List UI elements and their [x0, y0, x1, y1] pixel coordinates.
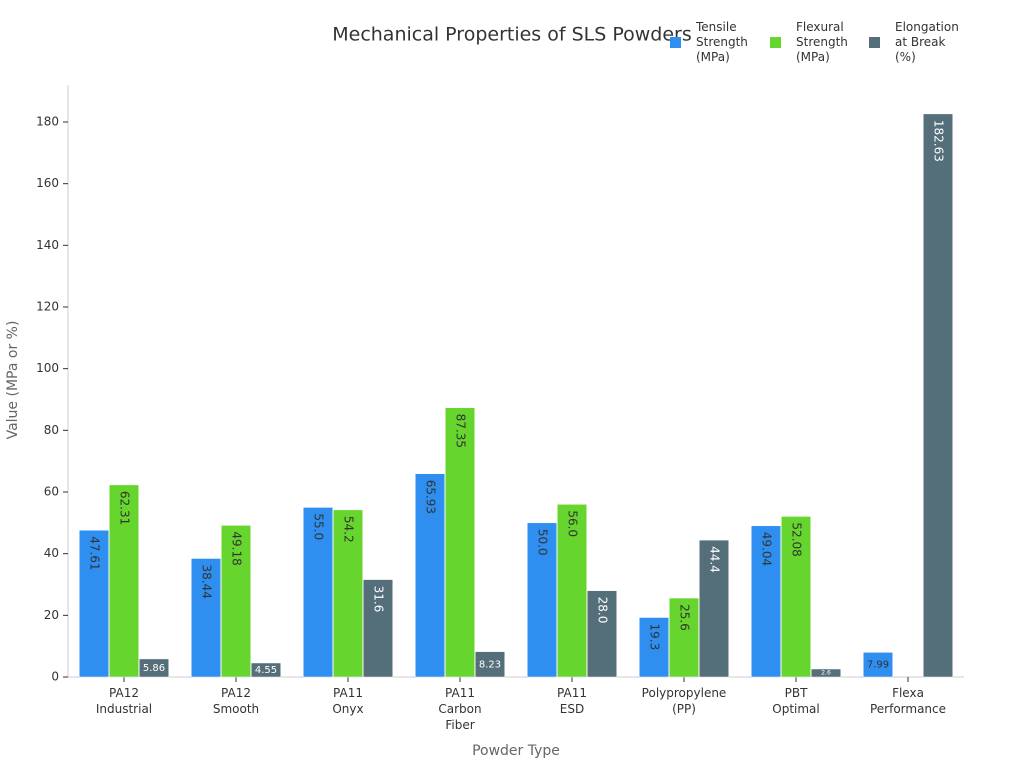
value-label: 56.0 [566, 510, 580, 537]
value-label: 25.6 [678, 604, 692, 631]
y-tick-label: 140 [36, 238, 59, 252]
value-label: 19.3 [648, 623, 662, 650]
bar [191, 558, 221, 678]
bar [863, 652, 893, 678]
x-tick-label: PA11 Carbon Fiber [438, 686, 481, 732]
bar [811, 668, 841, 678]
bar [333, 509, 363, 678]
value-label: 62.31 [118, 491, 132, 525]
y-tick-label: 40 [44, 546, 59, 560]
bar [557, 504, 587, 678]
value-label: 49.04 [760, 532, 774, 566]
x-tick-label: PA12 Smooth [213, 686, 259, 716]
x-axis-label: Powder Type [472, 743, 560, 759]
bar [639, 617, 669, 678]
bar [587, 590, 617, 678]
bar [751, 525, 781, 678]
value-label: 52.08 [790, 522, 804, 556]
y-tick-label: 160 [36, 176, 59, 190]
value-label: 50.0 [536, 529, 550, 556]
legend-label: Tensile Strength (MPa) [695, 20, 748, 64]
x-tick-label: PA11 Onyx [332, 686, 363, 716]
bar [669, 597, 699, 678]
bar [445, 407, 475, 678]
y-tick-label: 80 [44, 423, 59, 437]
value-label: 2.6 [821, 669, 831, 676]
value-label: 8.23 [479, 659, 501, 670]
legend-label: Elongation at Break (%) [895, 20, 959, 64]
bar [79, 529, 109, 678]
x-tick-label: Flexa Performance [870, 686, 946, 716]
x-tick-label: Polypropylene (PP) [642, 686, 727, 716]
value-label: 28.0 [596, 597, 610, 624]
bar [363, 579, 393, 678]
bar [109, 484, 139, 678]
legend-swatch [770, 37, 781, 48]
legend-swatch [670, 37, 681, 48]
bar [923, 113, 953, 678]
y-tick-label: 60 [44, 485, 59, 499]
value-label: 31.6 [372, 586, 386, 613]
y-tick-label: 20 [44, 608, 59, 622]
value-label: 49.18 [230, 531, 244, 565]
legend-label: Flexural Strength (MPa) [796, 20, 848, 64]
value-label: 7.99 [867, 660, 889, 671]
value-label: 55.0 [312, 513, 326, 540]
x-tick-label: PBT Optimal [772, 686, 819, 716]
value-label: 5.86 [143, 663, 165, 674]
bar [475, 651, 505, 678]
bar [303, 507, 333, 678]
bar [221, 525, 251, 678]
value-label: 182.63 [932, 120, 946, 162]
y-axis-label: Value (MPa or %) [5, 321, 21, 440]
bar [139, 658, 169, 678]
bar [699, 539, 729, 678]
chart-title: Mechanical Properties of SLS Powders [332, 24, 692, 46]
value-label: 47.61 [88, 536, 102, 570]
y-tick-label: 100 [36, 361, 59, 375]
value-label: 44.4 [708, 546, 722, 573]
value-label: 87.35 [454, 414, 468, 448]
value-label: 54.2 [342, 516, 356, 543]
x-tick-label: PA11 ESD [557, 686, 587, 716]
legend-swatch [869, 37, 880, 48]
value-label: 4.55 [255, 665, 277, 676]
bar [415, 473, 445, 678]
y-tick-label: 0 [51, 670, 59, 684]
value-label: 38.44 [200, 564, 214, 598]
y-tick-label: 180 [36, 115, 59, 129]
y-tick-label: 120 [36, 300, 59, 314]
bar [251, 662, 281, 678]
bar [527, 522, 557, 678]
bar [781, 516, 811, 678]
x-tick-label: PA12 Industrial [96, 686, 152, 716]
value-label: 65.93 [424, 480, 438, 514]
